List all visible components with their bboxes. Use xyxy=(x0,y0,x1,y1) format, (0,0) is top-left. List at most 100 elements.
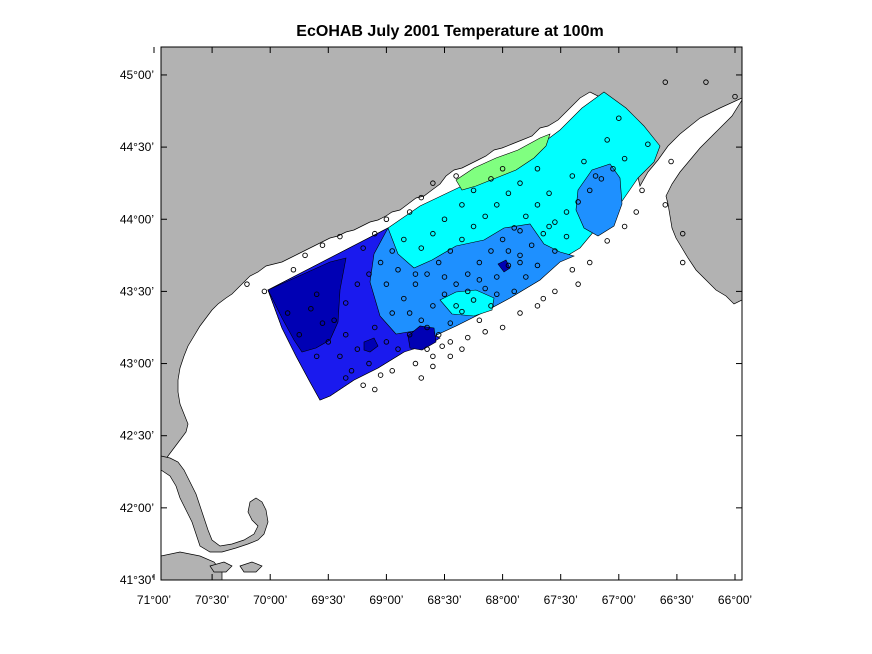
station-marker xyxy=(418,317,425,324)
station-marker xyxy=(470,223,477,230)
station-marker xyxy=(430,303,436,309)
station-marker xyxy=(308,305,314,312)
station-marker xyxy=(476,317,483,324)
station-marker xyxy=(534,202,541,208)
station-marker xyxy=(517,310,523,316)
station-marker xyxy=(662,79,669,85)
station-marker xyxy=(331,317,337,324)
station-marker xyxy=(366,360,372,367)
station-marker xyxy=(447,339,454,345)
station-marker xyxy=(430,353,436,360)
land-nantucket xyxy=(239,561,263,573)
y-tick-label: 42°00’ xyxy=(120,501,154,515)
station-marker xyxy=(441,291,448,298)
station-marker xyxy=(406,331,413,338)
station-marker xyxy=(354,281,361,287)
station-marker xyxy=(435,331,442,338)
station-marker xyxy=(372,324,378,331)
station-marker xyxy=(534,303,541,309)
station-marker xyxy=(703,79,709,85)
station-marker xyxy=(488,176,494,182)
station-marker xyxy=(639,187,645,194)
station-marker xyxy=(540,230,547,237)
station-marker xyxy=(389,310,395,316)
station-marker xyxy=(389,368,395,374)
station-marker xyxy=(439,343,445,349)
station-marker xyxy=(453,281,459,287)
station-marker xyxy=(494,274,500,280)
station-marker xyxy=(482,329,488,335)
station-marker xyxy=(633,209,639,215)
station-marker xyxy=(528,242,535,248)
station-marker xyxy=(459,202,465,208)
station-marker xyxy=(517,228,523,234)
station-marker xyxy=(546,190,552,197)
band-coldest-spot-2 xyxy=(363,337,379,353)
station-marker xyxy=(679,259,686,266)
station-marker xyxy=(366,271,372,277)
station-marker xyxy=(645,141,651,147)
station-marker xyxy=(412,281,419,287)
station-marker xyxy=(587,259,593,266)
station-marker xyxy=(342,331,349,338)
station-marker xyxy=(441,274,448,280)
station-marker xyxy=(447,353,454,360)
station-marker xyxy=(499,236,506,243)
x-tick-label: 66°00’ xyxy=(718,593,752,607)
x-tick-label: 69°00’ xyxy=(369,593,403,607)
station-marker xyxy=(552,248,558,254)
station-marker xyxy=(418,194,425,201)
station-marker xyxy=(377,372,384,378)
station-marker xyxy=(372,230,378,237)
station-marker xyxy=(482,213,488,220)
band-coldest-spot-3 xyxy=(497,259,511,273)
y-tick-label: 41°30’ xyxy=(120,573,154,587)
station-marker xyxy=(261,288,268,295)
station-marker xyxy=(569,173,576,179)
station-marker xyxy=(401,236,407,243)
temperature-field xyxy=(267,91,661,401)
y-axis-ticks: 45°00’ 44°30’ 44°00’ 43°30’ 43°00’ 42°30’ 42°0… xyxy=(120,68,742,587)
station-marker xyxy=(459,236,465,243)
station-marker xyxy=(337,353,343,360)
station-marker xyxy=(325,339,332,345)
x-tick-label: 70°30’ xyxy=(195,593,229,607)
station-marker xyxy=(302,252,308,259)
station-marker xyxy=(616,115,622,121)
station-markers xyxy=(244,79,738,393)
station-marker xyxy=(435,259,442,266)
station-marker xyxy=(296,331,303,338)
station-marker xyxy=(552,288,558,295)
station-marker xyxy=(342,300,349,306)
axes-frame xyxy=(160,46,743,581)
station-marker xyxy=(470,297,477,303)
station-marker xyxy=(517,259,523,266)
station-marker xyxy=(499,165,506,172)
band-mid-east xyxy=(575,163,623,237)
station-marker xyxy=(377,259,384,266)
station-marker xyxy=(424,324,430,331)
station-marker xyxy=(505,262,512,269)
station-marker xyxy=(430,230,436,237)
x-axis-ticks: 71°00’ 70°30’ 70°00’ 69°30’ 69°00’ 68°30’ 68°0… xyxy=(137,47,752,607)
station-marker xyxy=(476,277,483,283)
station-marker xyxy=(604,137,610,143)
station-marker xyxy=(581,158,587,165)
station-marker xyxy=(337,233,343,240)
station-marker xyxy=(342,375,349,381)
station-marker xyxy=(424,346,430,352)
y-tick-label: 45°00’ xyxy=(120,68,154,82)
station-marker xyxy=(412,271,419,277)
station-marker xyxy=(511,288,517,295)
x-tick-label: 67°00’ xyxy=(602,593,636,607)
station-marker xyxy=(732,93,738,100)
y-tick-label: 43°00’ xyxy=(120,357,154,371)
x-tick-label: 70°00’ xyxy=(253,593,287,607)
station-marker xyxy=(406,310,413,316)
station-marker xyxy=(534,262,541,269)
station-marker xyxy=(441,216,448,222)
station-marker xyxy=(552,219,558,225)
station-marker xyxy=(563,209,570,215)
station-marker xyxy=(464,288,471,295)
